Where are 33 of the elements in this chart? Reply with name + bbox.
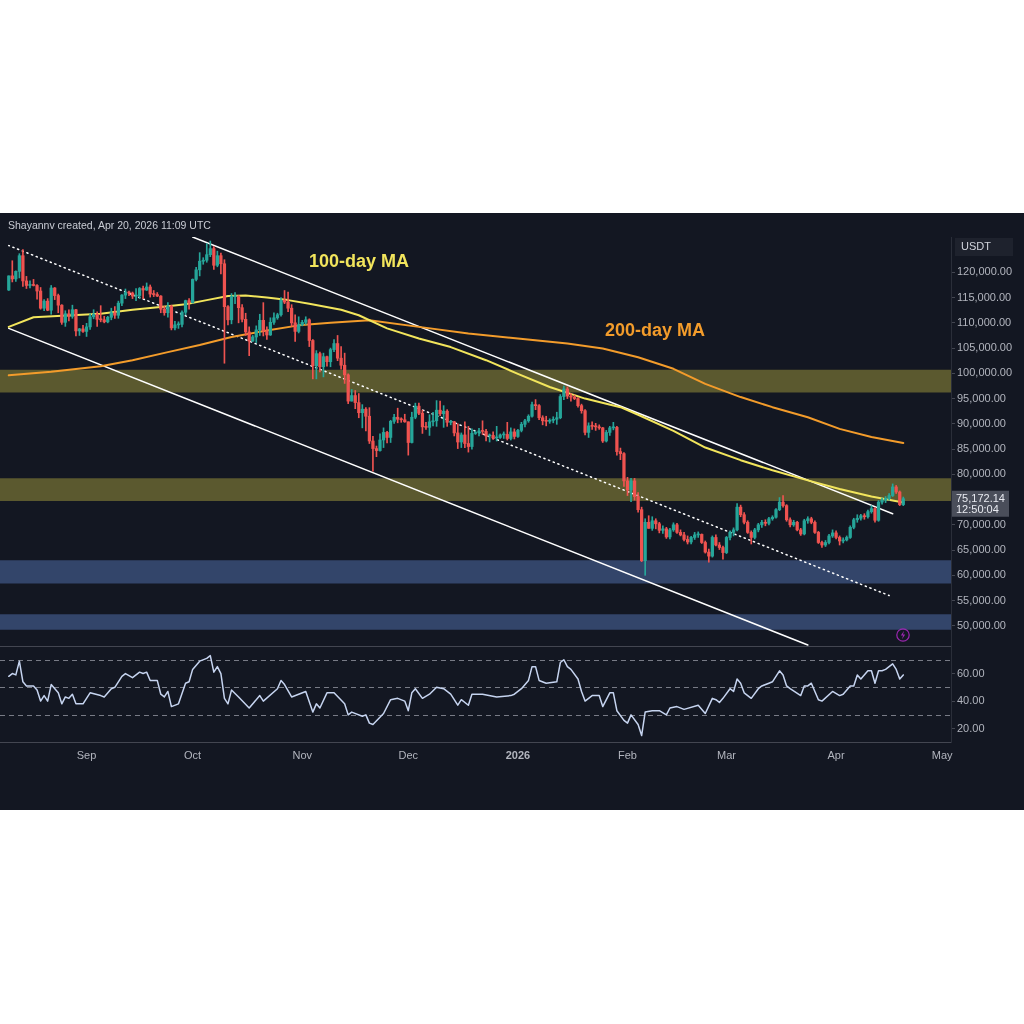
y-tick-label: 65,000.00 (957, 543, 1006, 556)
y-tick-label: 40.00 (957, 694, 985, 707)
y-tick-label: 105,000.00 (957, 341, 1013, 354)
y-tick-label: 110,000.00 (957, 315, 1012, 328)
y-tick-label: 95,000.00 (957, 391, 1006, 404)
y-tick-label: 85,000.00 (957, 442, 1006, 455)
x-tick-label: Mar (717, 749, 737, 762)
y-tick-label: 80,000.00 (957, 467, 1006, 480)
x-tick-label: Feb (618, 749, 637, 762)
text: 12:50:04 (956, 503, 999, 516)
x-tick-label: Nov (292, 749, 313, 762)
y-tick-label: 70,000.00 (957, 517, 1006, 530)
x-tick-label: Oct (184, 749, 202, 762)
text: Shayannv created, Apr 20, 2026 11:09 UTC (8, 219, 211, 232)
y-tick-label: 60.00 (957, 666, 985, 679)
y-tick-label: 90,000.00 (957, 416, 1006, 429)
y-tick-label: 100,000.00 (957, 366, 1013, 379)
x-tick-label: Dec (398, 749, 419, 762)
x-tick-label: Sep (76, 749, 97, 762)
candlestick (7, 275, 11, 291)
y-tick-label: 60,000.00 (957, 568, 1006, 581)
y-tick-label: 115,000.00 (957, 290, 1012, 303)
text: 75,172.14 (956, 491, 1005, 504)
y-tick-label: 50,000.00 (957, 618, 1006, 631)
series-label: 200-day MA (605, 320, 706, 341)
series-label: 100-day MA (308, 251, 410, 272)
y-tick-label: 20.00 (957, 721, 985, 734)
y-tick-label: 120,000.00 (957, 265, 1013, 278)
y-axis-title: USDT (961, 240, 992, 253)
x-tick-label: May (931, 749, 954, 762)
y-tick-label: 55,000.00 (957, 593, 1006, 606)
x-tick-label: Apr (827, 749, 845, 762)
x-tick-label: 2026 (505, 749, 531, 762)
